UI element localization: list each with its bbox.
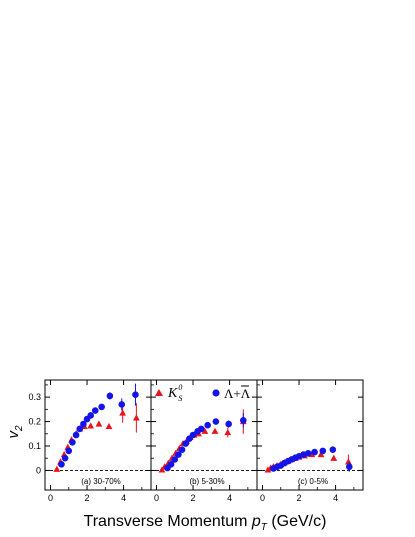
panel-label: (a) 30-70% — [81, 477, 121, 486]
panel-label: (b) 5-30% — [189, 477, 224, 486]
k0s-point — [201, 427, 209, 434]
k0s-point — [224, 428, 232, 436]
lambda-point — [319, 447, 327, 455]
k0s-point — [317, 450, 325, 458]
x-tick-label: 0 — [260, 493, 265, 503]
lambda-point — [98, 403, 105, 411]
x-tick-label: 4 — [333, 493, 338, 503]
k0s-point — [344, 458, 352, 465]
k0s-point — [132, 414, 140, 421]
lambda-point — [65, 447, 73, 455]
legend-lambda-marker — [212, 389, 220, 397]
k0s-point — [330, 454, 338, 461]
y-axis-title: v2 — [5, 425, 25, 439]
x-axis-title: Transverse Momentum pT (GeV/c) — [84, 513, 327, 533]
legend: K0 S Λ+Λ — [155, 383, 251, 403]
lambda-point — [87, 412, 94, 419]
lambda-point — [167, 461, 175, 468]
lambda-point — [72, 431, 80, 439]
y-tick-label: 0.3 — [28, 392, 41, 402]
panel-2: 0 2 4(b) 5-30% — [150, 379, 258, 503]
svg-text:v2: v2 — [5, 425, 25, 439]
x-axis-title-sub: T — [261, 522, 268, 533]
lambda-point — [118, 401, 126, 408]
k0s-point — [211, 427, 219, 434]
lambda-point — [189, 431, 197, 439]
y-axis-title-sub: 2 — [14, 425, 25, 432]
legend-k0s-label: K0 S — [167, 383, 182, 403]
legend-k0s-marker — [155, 389, 163, 396]
lambda-point — [239, 417, 247, 424]
panel-frame — [256, 379, 364, 491]
lambda-point — [304, 450, 312, 457]
x-tick-label: 0 — [154, 493, 159, 503]
x-axis-title-main: Transverse Momentum — [84, 513, 252, 530]
x-tick-label: 4 — [227, 493, 232, 503]
x-tick-label: 2 — [191, 493, 196, 503]
k0s-point — [95, 420, 103, 427]
lambda-point — [345, 463, 353, 471]
legend-lambda-label: Λ+Λ — [224, 386, 251, 401]
x-axis-title-unit: (GeV/c) — [267, 513, 327, 530]
legend-k0s-sub: S — [178, 394, 182, 403]
lambda-point — [225, 420, 232, 428]
y-tick-label: 0.1 — [28, 441, 41, 451]
lambda-point — [132, 391, 139, 398]
k0s-point — [105, 422, 113, 430]
lambda-point — [311, 448, 318, 456]
k0s-point — [87, 422, 95, 429]
lambda-point — [182, 440, 190, 447]
k0s-point — [158, 466, 166, 473]
lambda-point — [80, 420, 87, 428]
legend-k0s-sup: 0 — [178, 383, 182, 392]
y-axis-title-main: v — [5, 430, 22, 439]
x-tick-label: 0 — [48, 493, 53, 503]
lambda-point — [61, 454, 69, 462]
lambda-point — [178, 446, 186, 453]
lambda-point — [76, 425, 84, 433]
lambda-point — [91, 407, 99, 414]
lambda-point — [69, 439, 76, 446]
panel-label: (c) 0-5% — [298, 477, 328, 486]
x-tick-label: 4 — [121, 493, 126, 503]
legend-k0s-main: K — [167, 386, 178, 401]
lambda-point — [197, 425, 205, 433]
panels-layer: 0 2 400.10.20.3(a) 30-70%0 2 4(b) 5-30%0 2 4(c… — [28, 379, 364, 503]
x-tick-label: 2 — [297, 493, 302, 503]
lambda-point — [175, 451, 182, 458]
x-tick-label: 2 — [85, 493, 90, 503]
lambda-point — [212, 418, 220, 425]
lambda-point — [171, 456, 179, 463]
lambda-point — [204, 421, 211, 429]
k0s-point — [53, 465, 61, 472]
panel-1: 0 2 4 0 0.1 0.2 0.3 (a) 30-70% — [28, 379, 152, 503]
x-axis-title-var: p — [251, 513, 261, 530]
k0s-point — [119, 409, 127, 416]
lambda-point — [329, 446, 337, 453]
y-tick-label: 0.2 — [28, 417, 41, 427]
y-tick-label: 0 — [36, 465, 41, 475]
lambda-point — [58, 461, 65, 468]
panel-3: 0 2 4 (c) 0-5% — [256, 379, 364, 503]
lambda-point — [106, 392, 114, 400]
